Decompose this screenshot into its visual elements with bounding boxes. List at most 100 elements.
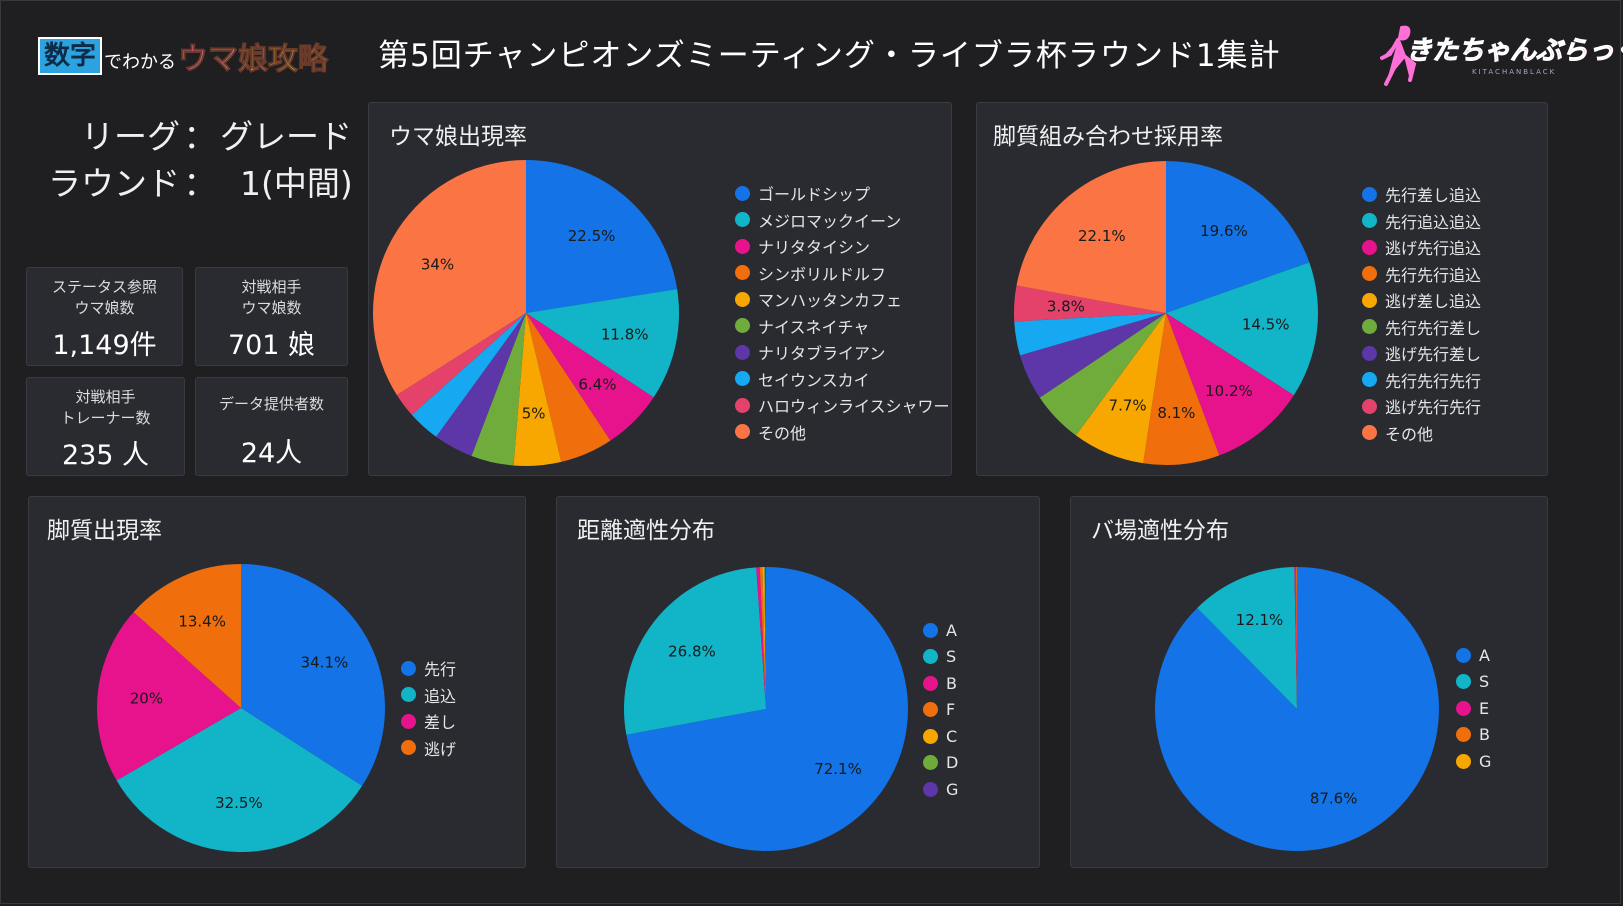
pie-slice[interactable] (526, 313, 611, 462)
pie-slice[interactable] (1020, 313, 1166, 398)
pie-slice[interactable] (1014, 285, 1166, 322)
legend-item[interactable]: ナイスネイチャ (735, 313, 950, 340)
brand-logo-sub: KITACHANBLACK (1472, 68, 1557, 76)
site-logo-end-b: 娘攻略 (238, 42, 329, 78)
pie-slice[interactable] (1016, 161, 1166, 313)
pie-slice[interactable] (116, 708, 363, 852)
legend-item[interactable]: シンボリルドルフ (735, 260, 950, 287)
legend-label: 先行先行差し (1385, 318, 1482, 338)
legend-label: 先行 (424, 660, 457, 680)
pie-slice[interactable] (526, 313, 654, 441)
pie-slice[interactable] (1166, 313, 1294, 456)
pie-slice[interactable] (373, 160, 526, 395)
pie-slice[interactable] (241, 564, 385, 786)
pie-chart-uma: 22.5% 11.8% 6.4% 5% 34% (373, 160, 679, 466)
legend-label: 差し (424, 713, 457, 733)
legend-label: 先行差し追込 (1385, 186, 1482, 206)
legend-item[interactable]: E (1456, 695, 1491, 722)
legend-item[interactable]: S (1456, 669, 1491, 696)
legend-item[interactable]: 逃げ差し追込 (1362, 287, 1481, 314)
pie-slice[interactable] (513, 313, 562, 466)
legend-swatch (1362, 398, 1377, 414)
pie-slice[interactable] (764, 567, 766, 709)
pie-slice[interactable] (1075, 313, 1166, 464)
slice-label: 20% (130, 689, 163, 707)
pie-slice[interactable] (471, 313, 526, 466)
legend-item[interactable]: 逃げ先行先行 (1362, 393, 1481, 420)
pie-slice[interactable] (411, 313, 526, 437)
legend-item[interactable]: 先行先行差し (1362, 314, 1481, 341)
pie-slice[interactable] (526, 160, 678, 313)
pie-slice[interactable] (1166, 161, 1310, 313)
pie-slice[interactable] (1197, 567, 1297, 709)
legend-label: 先行追込追込 (1385, 212, 1482, 232)
pie-chart-turf: 87.6% 12.1% (1155, 567, 1439, 851)
legend-item[interactable]: D (923, 750, 958, 777)
slice-label: 34% (421, 255, 454, 273)
legend-item[interactable]: 逃げ先行追込 (1362, 234, 1481, 261)
pie-slice[interactable] (756, 567, 766, 709)
legend-item[interactable]: A (923, 617, 958, 644)
legend-swatch (735, 424, 750, 440)
legend-swatch (923, 622, 938, 638)
legend-item[interactable]: 先行先行追込 (1362, 261, 1481, 288)
legend-item[interactable]: 先行 (401, 655, 456, 682)
legend-swatch (1456, 700, 1471, 716)
legend-item[interactable]: C (923, 723, 958, 750)
legend-item[interactable]: S (923, 644, 958, 671)
brand-logo[interactable]: きたちゃんぶらっく KITACHANBLACK (1380, 24, 1623, 88)
legend-swatch (735, 265, 750, 281)
chart-title: バ場適性分布 (1091, 518, 1229, 544)
legend-swatch (1456, 647, 1471, 663)
legend-item[interactable]: マンハッタンカフェ (735, 286, 950, 313)
legend-item[interactable]: その他 (1362, 420, 1481, 447)
pie-slice[interactable] (1294, 567, 1297, 709)
stat-card-providers: データ提供者数 24人 (195, 377, 348, 476)
legend-item[interactable]: その他 (735, 419, 950, 446)
legend-item[interactable]: セイウンスカイ (735, 366, 950, 393)
stat-value: 235 人 (61, 440, 150, 471)
legend-label: B (946, 673, 957, 693)
pie-slice[interactable] (133, 564, 241, 708)
legend-label: S (1479, 672, 1490, 692)
legend-item[interactable]: ゴールドシップ (735, 180, 950, 207)
pie-slice[interactable] (526, 289, 679, 398)
legend-label: G (946, 779, 959, 799)
pie-slice[interactable] (624, 567, 766, 735)
pie-slice[interactable] (1039, 313, 1166, 436)
legend-label: メジロマックイーン (758, 211, 902, 231)
stat-card-trainers: 対戦相手 トレーナー数 235 人 (26, 377, 185, 476)
pie-slice[interactable] (762, 567, 766, 709)
legend-swatch (923, 675, 938, 691)
site-logo[interactable]: 数字 でわかる ウマ娘攻略 (38, 36, 329, 78)
legend-item[interactable]: 逃げ (401, 735, 456, 762)
legend-item[interactable]: 先行追込追込 (1362, 208, 1481, 235)
pie-slice[interactable] (759, 567, 766, 709)
legend-item[interactable]: ハロウィンライスシャワー (735, 392, 950, 419)
legend-item[interactable]: メジロマックイーン (735, 207, 950, 234)
legend-item[interactable]: 先行差し追込 (1362, 181, 1481, 208)
league-info: リーグ ： グレード ラウンド ： 1(中間) (30, 113, 353, 207)
chart-panel-combo: 脚質組み合わせ採用率 19.6% 14.5% 10.2% 8.1% 7.7% 3.8% 22… (976, 102, 1548, 476)
legend-item[interactable]: ナリタタイシン (735, 233, 950, 260)
pie-slice[interactable] (436, 313, 526, 456)
legend-item[interactable]: 差し (401, 708, 456, 735)
pie-slice[interactable] (1143, 313, 1220, 466)
legend-item[interactable]: 先行先行先行 (1362, 367, 1481, 394)
pie-slice[interactable] (1014, 313, 1166, 356)
legend-item[interactable]: A (1456, 642, 1491, 669)
legend-label: セイウンスカイ (758, 370, 870, 390)
pie-slice[interactable] (97, 612, 241, 781)
legend-item[interactable]: G (1456, 748, 1491, 775)
legend-item[interactable]: G (923, 776, 958, 803)
legend-item[interactable]: ナリタブライアン (735, 339, 950, 366)
legend-item[interactable]: 逃げ先行差し (1362, 340, 1481, 367)
pie-chart-distance: 72.1% 26.8% (624, 567, 908, 851)
legend-item[interactable]: F (923, 697, 958, 724)
legend-item[interactable]: B (1456, 722, 1491, 749)
legend-item[interactable]: 追込 (401, 682, 456, 709)
pie-slice[interactable] (1166, 262, 1318, 396)
pie-slice[interactable] (626, 567, 908, 851)
pie-slice[interactable] (396, 313, 526, 415)
legend-item[interactable]: B (923, 670, 958, 697)
